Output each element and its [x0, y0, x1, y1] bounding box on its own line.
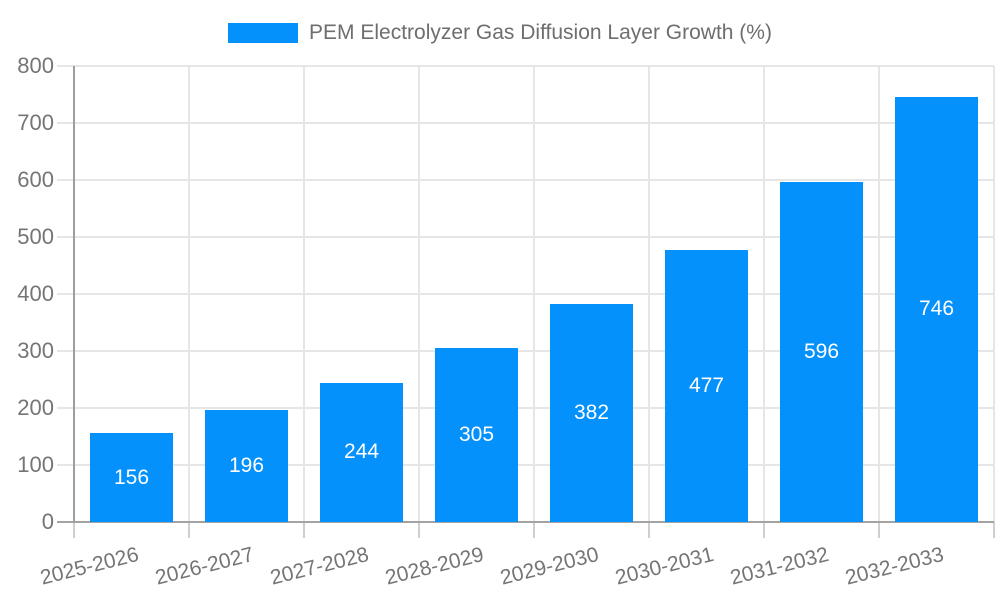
- y-tick-label: 100: [17, 452, 54, 477]
- bar-value-label: 477: [688, 374, 725, 398]
- x-gridline: [533, 66, 535, 522]
- bar: 156: [90, 433, 173, 522]
- y-gridline: [57, 179, 994, 181]
- legend-swatch: [228, 23, 299, 43]
- x-gridline: [648, 66, 650, 522]
- x-gridline: [993, 66, 995, 522]
- bar-value-label: 196: [228, 454, 265, 478]
- x-axis-tick: [73, 522, 75, 538]
- bar: 382: [550, 304, 633, 522]
- x-tick-label: 2030-2031: [613, 543, 717, 590]
- bar: 196: [205, 410, 288, 522]
- x-axis-tick: [303, 522, 305, 538]
- bar-value-label: 305: [458, 423, 495, 447]
- bar: 244: [320, 382, 403, 522]
- y-gridline: [57, 293, 994, 295]
- y-tick-label: 200: [17, 395, 54, 420]
- y-gridline: [57, 236, 994, 238]
- x-gridline: [188, 66, 190, 522]
- y-tick-label: 0: [41, 509, 54, 534]
- x-axis-tick: [533, 522, 535, 538]
- x-axis-tick: [878, 522, 880, 538]
- bar-value-label: 156: [113, 465, 150, 489]
- x-tick-label: 2032-2033: [843, 543, 947, 590]
- bar-value-label: 746: [918, 297, 955, 321]
- y-gridline: [57, 464, 994, 466]
- bar-value-label: 382: [573, 401, 610, 425]
- legend-label: PEM Electrolyzer Gas Diffusion Layer Gro…: [309, 21, 772, 44]
- bar: 305: [435, 348, 518, 522]
- bar: 477: [665, 250, 748, 522]
- y-gridline: [57, 407, 994, 409]
- x-axis-tick: [648, 522, 650, 538]
- x-tick-label: 2031-2032: [728, 543, 832, 590]
- x-gridline: [878, 66, 880, 522]
- x-tick-label: 2028-2029: [383, 543, 487, 590]
- x-gridline: [303, 66, 305, 522]
- bar: 596: [780, 182, 863, 522]
- x-axis-baseline: [57, 521, 994, 523]
- bar-value-label: 244: [343, 440, 380, 464]
- x-gridline: [418, 66, 420, 522]
- y-tick-label: 700: [17, 110, 54, 135]
- chart-legend: PEM Electrolyzer Gas Diffusion Layer Gro…: [0, 21, 1000, 45]
- x-axis-tick: [188, 522, 190, 538]
- bar-value-label: 596: [803, 340, 840, 364]
- x-tick-label: 2029-2030: [498, 543, 602, 590]
- y-tick-label: 300: [17, 338, 54, 363]
- y-axis-line: [73, 66, 75, 522]
- x-tick-label: 2026-2027: [153, 543, 257, 590]
- x-axis-tick: [993, 522, 995, 538]
- x-axis-tick: [418, 522, 420, 538]
- y-tick-label: 800: [17, 53, 54, 78]
- y-gridline: [57, 65, 994, 67]
- x-axis-tick: [763, 522, 765, 538]
- y-tick-label: 500: [17, 224, 54, 249]
- y-tick-label: 400: [17, 281, 54, 306]
- y-gridline: [57, 122, 994, 124]
- bar: 746: [895, 96, 978, 522]
- x-gridline: [763, 66, 765, 522]
- x-tick-label: 2025-2026: [38, 543, 142, 590]
- y-tick-label: 600: [17, 167, 54, 192]
- x-tick-label: 2027-2028: [268, 543, 372, 590]
- y-gridline: [57, 350, 994, 352]
